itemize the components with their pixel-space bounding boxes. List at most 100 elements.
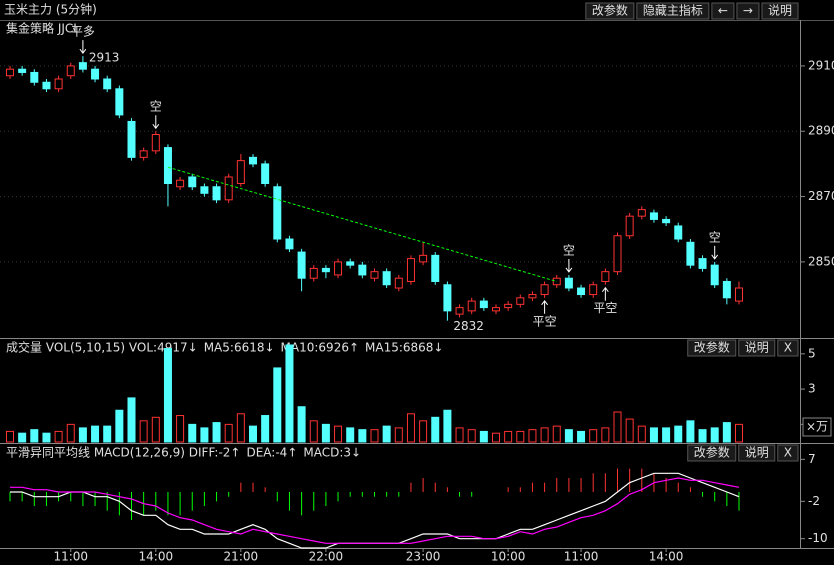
candle-body: [722, 280, 731, 299]
candle-body: [479, 300, 488, 309]
candle-body: [528, 294, 537, 299]
button-label[interactable]: 说明: [745, 340, 769, 355]
button[interactable]: 隐藏主指标: [636, 2, 710, 20]
button-label[interactable]: X: [784, 446, 792, 460]
button-frame[interactable]: [738, 444, 776, 462]
button[interactable]: 说明: [738, 444, 776, 462]
volume-bar: [467, 429, 476, 443]
volume-bar: [662, 427, 671, 443]
volume-bar: [103, 425, 112, 443]
candle-body: [18, 68, 27, 73]
button-frame[interactable]: [585, 2, 635, 20]
button[interactable]: 说明: [761, 2, 799, 20]
volume-bar: [188, 423, 197, 443]
candle-body: [188, 176, 197, 188]
candle-body: [42, 81, 51, 90]
candle-body: [163, 147, 172, 184]
button-label[interactable]: 说明: [768, 3, 792, 18]
button[interactable]: →: [736, 2, 760, 20]
volume-bar: [540, 427, 549, 443]
candle-body: [686, 241, 695, 266]
button-frame[interactable]: [687, 339, 737, 357]
button-label[interactable]: 改参数: [694, 340, 730, 355]
candle-body: [394, 277, 403, 289]
button-frame[interactable]: [736, 2, 760, 20]
candle-body: [54, 78, 63, 90]
button-label[interactable]: →: [743, 4, 753, 18]
indicator: MA5:6618↓: [204, 341, 275, 355]
candle-body: [577, 287, 586, 296]
button[interactable]: ←: [711, 2, 735, 20]
indicator: MACD:3↓: [303, 446, 361, 460]
volume-bar: [358, 429, 367, 443]
volume-bar: [66, 423, 75, 443]
button[interactable]: X: [777, 444, 799, 462]
volume-bar: [321, 423, 330, 443]
button-label[interactable]: 改参数: [592, 3, 628, 18]
volume-bar: [6, 430, 14, 443]
button-frame[interactable]: [636, 2, 710, 20]
indicator: MA15:6868↓: [365, 341, 443, 355]
volume-bar: [309, 420, 318, 443]
button-label[interactable]: ←: [718, 4, 728, 18]
indicator: DEA:-4↑: [246, 446, 297, 460]
button[interactable]: 说明: [738, 339, 776, 357]
signal-label: 平空: [593, 301, 617, 315]
volume-bar: [419, 420, 428, 443]
candle-body: [236, 160, 245, 184]
candle-body: [625, 215, 634, 237]
volume-bar: [78, 427, 87, 443]
volume-bar: [115, 409, 124, 443]
candle-body: [601, 271, 610, 282]
y-tick-label: 3: [808, 382, 816, 396]
volume-bar: [492, 432, 500, 443]
volume-bar: [601, 427, 610, 443]
volume-bar: [722, 422, 731, 443]
x-tick-label: 23:00: [406, 550, 441, 564]
button[interactable]: 改参数: [687, 339, 737, 357]
button-frame[interactable]: [777, 444, 799, 462]
volume-bar: [735, 423, 743, 443]
signal-arrow: [565, 258, 573, 273]
button-frame[interactable]: [711, 2, 735, 20]
button-frame[interactable]: [738, 339, 776, 357]
y-tick-label: 2910: [808, 58, 834, 72]
button[interactable]: X: [777, 339, 799, 357]
candle-body: [224, 176, 233, 201]
volume-bar: [285, 344, 294, 443]
button-label[interactable]: X: [784, 341, 792, 355]
candle-body: [419, 254, 428, 263]
button-frame[interactable]: [761, 2, 799, 20]
button-label[interactable]: 改参数: [694, 445, 730, 460]
candle-body: [710, 264, 719, 286]
candle-body: [637, 209, 646, 217]
panel-title: 平滑异同平均线 MACD(12,26,9) DIFF:-2↑: [6, 446, 240, 460]
button-frame[interactable]: [687, 444, 737, 462]
candle-body: [321, 267, 330, 273]
volume-bar: [261, 415, 270, 443]
candle-body: [649, 212, 658, 220]
button[interactable]: 改参数: [585, 2, 635, 20]
panel-title: 集金策略 JJCL: [6, 21, 80, 36]
button-label[interactable]: 说明: [745, 445, 769, 460]
candle-body: [662, 218, 671, 224]
volume-bar: [686, 420, 695, 443]
signal-label: 平多: [71, 25, 95, 39]
candle-body: [467, 300, 476, 312]
candle-body: [564, 277, 573, 289]
button[interactable]: 改参数: [687, 444, 737, 462]
volume-bar: [698, 429, 707, 443]
candle-body: [698, 258, 707, 269]
candle-body: [382, 271, 391, 286]
volume-bar: [370, 429, 379, 443]
button-label[interactable]: 隐藏主指标: [643, 3, 703, 18]
volume-bar: [443, 409, 452, 443]
volume-bar: [589, 429, 598, 443]
button-frame[interactable]: [777, 339, 799, 357]
volume-bar: [200, 427, 209, 443]
y-tick-label: -2: [808, 494, 820, 508]
volume-bar: [346, 427, 355, 443]
volume-bar: [127, 397, 136, 443]
max-label: 2913: [89, 51, 120, 65]
